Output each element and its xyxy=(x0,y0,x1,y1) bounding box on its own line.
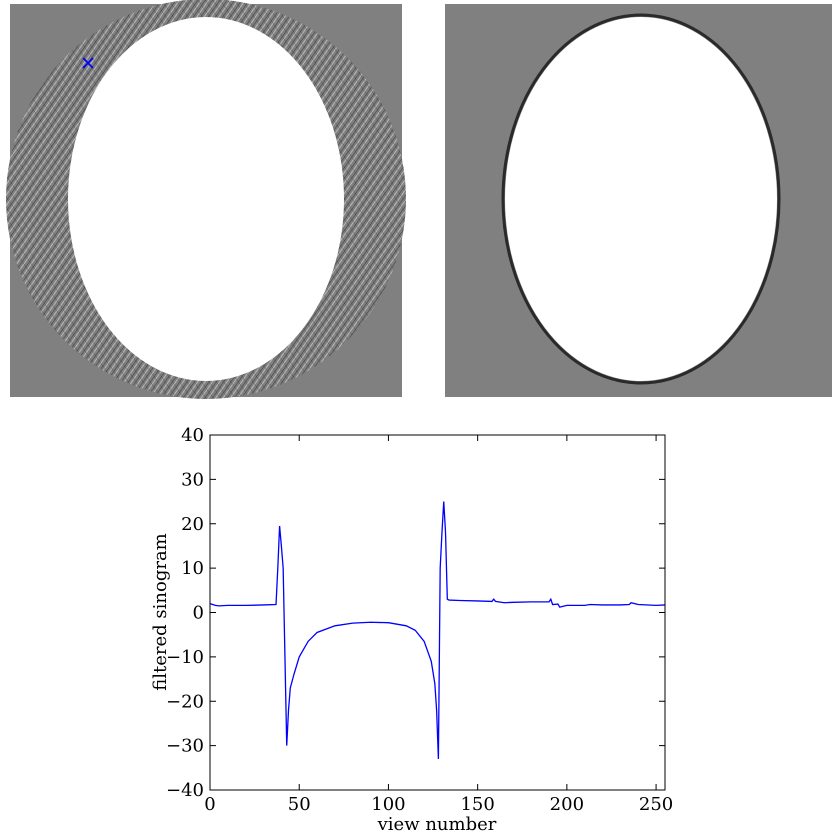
x-tick-label: 0 xyxy=(204,794,215,815)
x-tick-label: 50 xyxy=(288,794,311,815)
y-tick-label: −30 xyxy=(166,736,204,757)
x-tick-label: 250 xyxy=(639,794,673,815)
plot: view number filtered sinogram 0 50 100 150 2… xyxy=(150,425,673,835)
y-axis-label: filtered sinogram xyxy=(150,533,171,691)
y-tick-label: 0 xyxy=(193,603,204,624)
y-tick-label: −20 xyxy=(166,691,204,712)
x-axis-label: view number xyxy=(377,814,497,835)
y-tick-label: −10 xyxy=(166,647,204,668)
left-reconstruction xyxy=(6,0,406,399)
edge xyxy=(501,13,781,385)
y-tick-label: −40 xyxy=(166,780,204,801)
x-tick-label: 100 xyxy=(371,794,405,815)
right-reconstruction xyxy=(445,4,832,397)
data-line xyxy=(209,501,666,759)
x-tick-label: 200 xyxy=(550,794,584,815)
y-tick-label: 40 xyxy=(181,425,204,446)
marker xyxy=(82,57,94,69)
y-tick-label: 30 xyxy=(181,469,204,490)
y-tick-label: 10 xyxy=(181,558,204,579)
y-tick-label: 20 xyxy=(181,514,204,535)
ellipse-phantom xyxy=(68,17,344,381)
ellipse-phantom xyxy=(505,17,777,381)
x-tick-label: 150 xyxy=(460,794,494,815)
